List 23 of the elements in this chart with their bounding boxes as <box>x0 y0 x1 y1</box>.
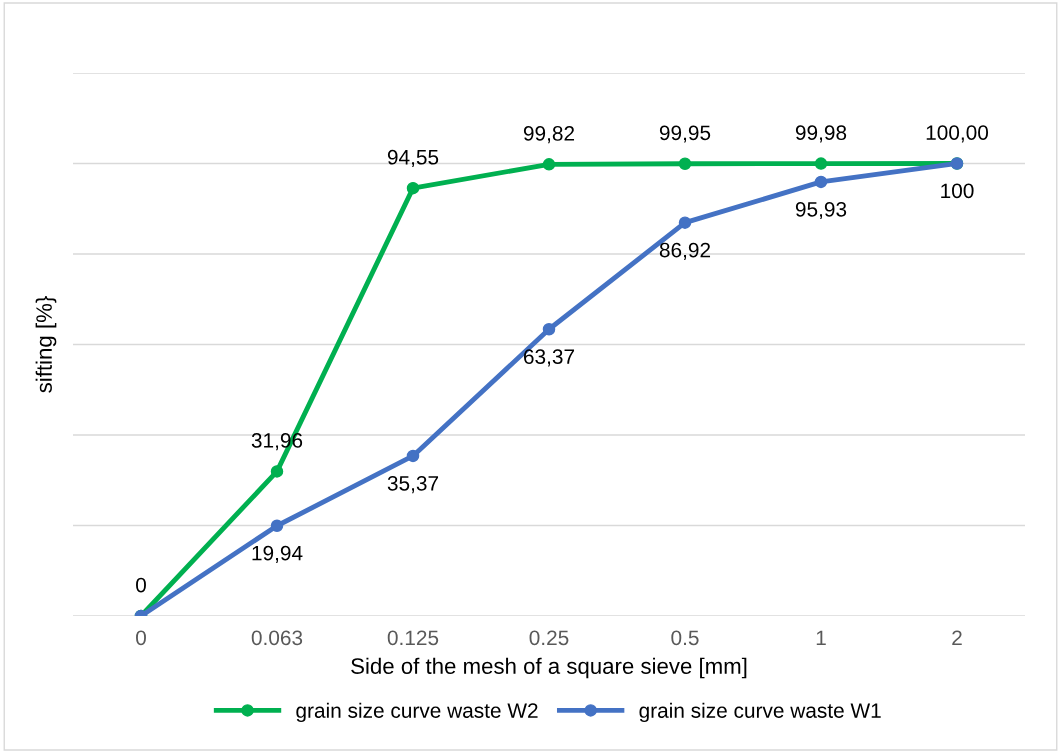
data-label: 94,55 <box>387 149 439 168</box>
data-label: 35,37 <box>387 475 439 494</box>
legend-label: grain size curve waste W2 <box>296 702 538 723</box>
data-label: 99,95 <box>659 125 711 143</box>
x-tick-label: 2 <box>952 630 962 645</box>
data-label: 0 <box>136 577 146 593</box>
x-tick-label: 0 <box>136 630 146 646</box>
data-label: 99,98 <box>795 125 847 143</box>
x-tick-label: 1 <box>816 630 826 645</box>
x-tick-label: 0.25 <box>529 630 569 646</box>
data-label: 100 <box>941 183 974 199</box>
x-tick-label: 0.125 <box>387 630 439 646</box>
data-label: 63,37 <box>523 349 575 367</box>
data-label: 86,92 <box>659 242 711 260</box>
x-tick-label: 0.063 <box>251 630 303 646</box>
legend-label: grain size curve waste W1 <box>639 702 881 723</box>
data-label: 19,94 <box>252 545 303 563</box>
data-label: 99,82 <box>523 126 575 144</box>
data-label: 100,00 <box>926 125 989 143</box>
data-label: 95,93 <box>795 201 847 220</box>
x-axis-title: Side of the mesh of a square sieve [mm] <box>351 657 747 679</box>
y-axis-title: sifting [%} <box>35 296 57 393</box>
x-tick-label: 0.5 <box>671 630 699 646</box>
